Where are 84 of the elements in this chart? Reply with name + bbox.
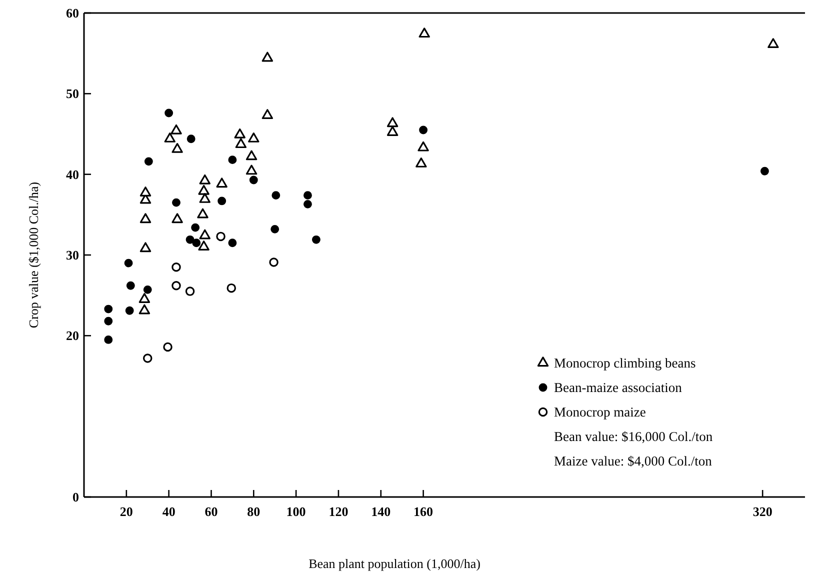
x-tick-label: 100 xyxy=(286,504,306,519)
point xyxy=(235,138,247,148)
point xyxy=(218,196,226,206)
point xyxy=(172,198,180,207)
point xyxy=(126,281,135,290)
point xyxy=(172,142,183,153)
point xyxy=(228,238,237,248)
x-tick-label: 60 xyxy=(204,504,218,519)
point xyxy=(386,126,398,136)
x-tick-label: 120 xyxy=(328,504,348,519)
point xyxy=(246,150,258,160)
point xyxy=(138,304,150,314)
point xyxy=(125,306,134,315)
point xyxy=(185,286,195,296)
x-axis-title: Bean plant population (1,000/ha) xyxy=(308,556,480,571)
point xyxy=(186,134,196,144)
x-tick-label: 40 xyxy=(162,504,176,519)
point xyxy=(124,258,133,268)
point xyxy=(138,293,150,303)
y-tick-label: 20 xyxy=(66,328,79,344)
point xyxy=(418,141,429,152)
point xyxy=(228,156,237,164)
x-tick-label: 140 xyxy=(371,504,391,519)
point xyxy=(172,281,181,290)
point xyxy=(140,213,152,224)
point xyxy=(143,285,152,294)
point xyxy=(163,342,172,352)
point xyxy=(164,108,174,118)
point xyxy=(768,38,779,48)
point xyxy=(303,191,312,200)
point xyxy=(234,128,246,138)
y-tick-label: 30 xyxy=(66,248,79,263)
point xyxy=(164,132,176,142)
point xyxy=(197,208,208,218)
point xyxy=(262,52,274,62)
y-tick-label: 60 xyxy=(66,6,79,21)
point xyxy=(192,238,201,248)
point xyxy=(226,283,236,293)
point xyxy=(272,191,280,200)
y-tick-label: 40 xyxy=(66,166,79,182)
point xyxy=(172,213,183,224)
point xyxy=(418,28,430,38)
point xyxy=(760,166,769,176)
point xyxy=(142,354,152,363)
y-axis-title: Crop value ($1,000 Col./ha) xyxy=(26,182,41,328)
point xyxy=(416,158,427,168)
point xyxy=(216,178,228,188)
annotation: Maize value: $4,000 Col./ton xyxy=(554,454,712,469)
annotation: Bean value: $16,000 Col./ton xyxy=(554,429,713,444)
x-tick-label: 320 xyxy=(752,504,772,519)
point xyxy=(170,124,182,134)
legend-label: Monocrop maize xyxy=(554,404,646,420)
point xyxy=(419,126,428,134)
y-tick-label: 50 xyxy=(66,86,79,102)
point xyxy=(303,200,312,208)
point xyxy=(248,132,260,142)
point xyxy=(198,240,210,251)
point xyxy=(199,174,210,184)
point xyxy=(198,184,210,195)
point xyxy=(199,192,210,203)
point xyxy=(186,235,194,244)
point xyxy=(262,109,274,120)
point xyxy=(104,316,113,326)
point xyxy=(249,176,258,184)
point xyxy=(172,262,181,272)
point xyxy=(312,235,320,244)
point xyxy=(216,232,226,242)
point xyxy=(386,117,398,128)
x-tick-label: 80 xyxy=(247,504,260,519)
point xyxy=(104,335,113,344)
x-tick-label: 20 xyxy=(120,504,133,519)
x-tick-label: 160 xyxy=(414,504,434,519)
point xyxy=(246,164,258,175)
legend-label: Bean-maize association xyxy=(554,380,682,396)
point xyxy=(104,304,113,314)
point xyxy=(199,229,210,240)
y-tick-label: 0 xyxy=(72,490,79,505)
legend-label: Monocrop climbing beans xyxy=(554,356,696,371)
point xyxy=(140,186,152,196)
point xyxy=(270,224,280,234)
point xyxy=(191,223,200,232)
point xyxy=(269,258,278,267)
point xyxy=(140,242,152,252)
point xyxy=(144,157,153,166)
